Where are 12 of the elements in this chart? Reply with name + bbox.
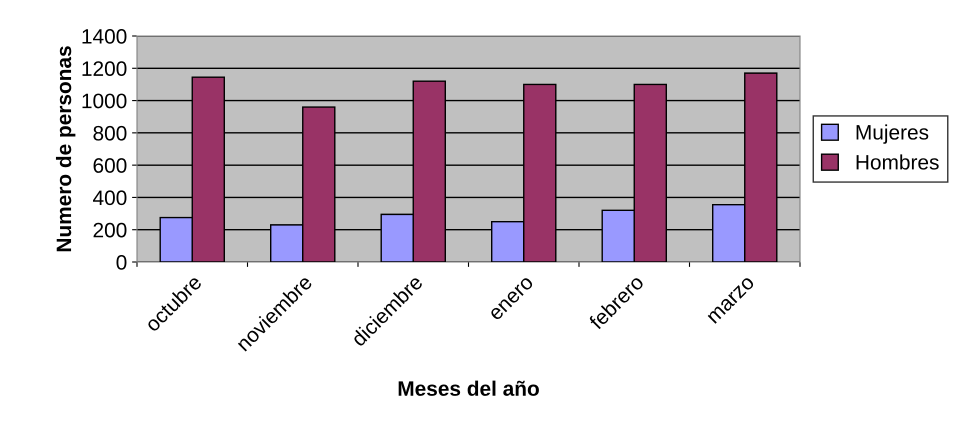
y-axis-title: Numero de personas: [56, 46, 76, 252]
x-axis-title: Meses del año: [398, 380, 539, 396]
y-tick-label: 200: [94, 222, 126, 238]
y-tick-label: 400: [93, 190, 126, 206]
y-tick-label: 1000: [82, 94, 126, 108]
y-tick-label: 800: [93, 126, 126, 141]
y-tick-label: 600: [94, 158, 126, 173]
legend-label: Hombres: [856, 154, 939, 170]
y-tick-label: 0: [116, 255, 126, 270]
y-tick-label: 1200: [82, 61, 126, 76]
legend-label: Mujeres: [856, 124, 928, 144]
y-tick-label: 1400: [82, 29, 126, 44]
